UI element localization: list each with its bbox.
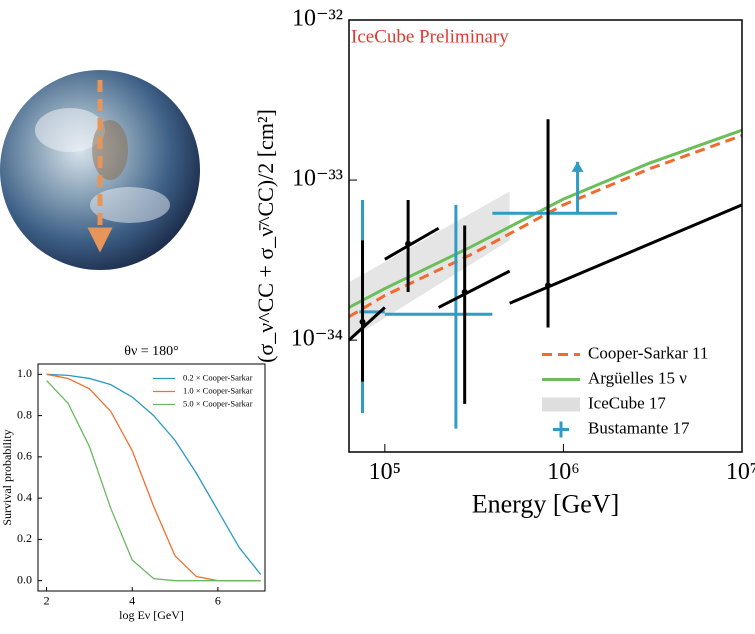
bin-segment	[347, 306, 386, 342]
legend-label: 0.2 × Cooper-Sarkar	[183, 372, 253, 382]
point	[359, 318, 366, 325]
main-chart: 10⁵ 10⁶ 10⁷ 10⁻³⁴ 10⁻³³ 10⁻³² Energy [GeV] (σ_ν…	[253, 6, 755, 519]
x-tick-label: 6	[215, 594, 221, 608]
point	[405, 240, 412, 247]
y-axis-label: (σ_ν^CC + σ_ν̄^CC)/2 [cm²]	[253, 109, 278, 363]
y-tick-label: 0.4	[17, 490, 32, 504]
y-tick-label: 1.0	[17, 366, 32, 380]
y-tick-label: 10⁻³²	[292, 6, 343, 32]
x-tick-label: 10⁷	[726, 459, 755, 485]
y-axis-label: Survival probability	[0, 429, 14, 525]
series-line	[46, 380, 261, 582]
series-line	[348, 128, 743, 309]
bin-segment	[384, 226, 440, 261]
legend-label: IceCube 17	[588, 393, 666, 412]
legend-swatch	[553, 421, 569, 438]
chart-title: θν = 180°	[124, 344, 179, 359]
legend-label: Argüelles 15 ν	[588, 368, 687, 387]
y-tick-label: 0.8	[17, 407, 32, 421]
legend-label: 5.0 × Cooper-Sarkar	[183, 398, 253, 408]
y-tick-label: 0.0	[17, 572, 32, 586]
inset-chart: 2 4 6 0.0 0.2 0.4 0.6 0.8 1.0 log Eν [GeV] Surviva…	[0, 344, 266, 622]
y-tick-label: 0.6	[17, 449, 32, 463]
legend-swatch	[542, 397, 580, 412]
x-axis-label: Energy [GeV]	[472, 490, 620, 519]
legend-label: Cooper-Sarkar 11	[588, 343, 708, 362]
x-tick-label: 10⁶	[547, 459, 579, 485]
cloud	[90, 187, 170, 223]
x-tick-label: 2	[44, 594, 50, 608]
bin-segment	[509, 203, 743, 305]
plot-frame	[348, 19, 743, 453]
legend-label: Bustamante 17	[588, 418, 690, 437]
series-line	[46, 373, 262, 575]
point	[461, 288, 468, 295]
x-axis-label: log Eν [GeV]	[119, 608, 184, 622]
y-tick-label: 0.2	[17, 531, 32, 545]
x-tick-label: 4	[129, 594, 135, 608]
bin-segment	[437, 269, 511, 309]
earth-illustration	[0, 70, 200, 270]
cloud	[35, 108, 105, 152]
y-tick-label: 10⁻³⁴	[291, 326, 343, 352]
legend-label: 1.0 × Cooper-Sarkar	[183, 385, 253, 395]
x-tick-label: 10⁵	[369, 459, 401, 485]
land	[92, 120, 128, 180]
annotation: IceCube Preliminary	[351, 26, 509, 47]
plot-frame	[37, 363, 266, 592]
limit-arrow	[571, 161, 584, 172]
point	[545, 282, 552, 289]
series-line	[348, 134, 743, 319]
y-tick-label: 10⁻³³	[292, 166, 343, 192]
